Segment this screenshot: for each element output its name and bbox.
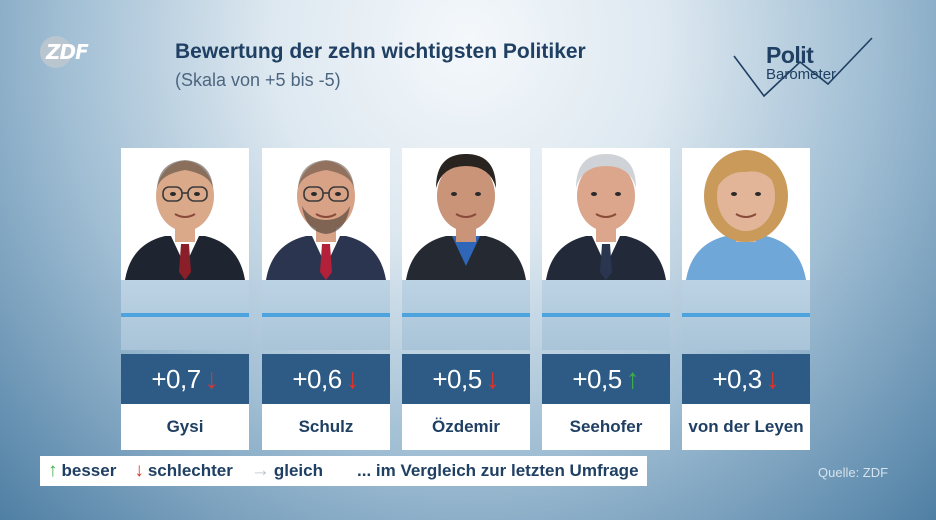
score-box: +0,6 ↓: [262, 354, 390, 404]
bar-line: [121, 313, 249, 317]
politician-name: Seehofer: [542, 404, 670, 450]
politician-name: Schulz: [262, 404, 390, 450]
bar-line: [542, 313, 670, 317]
bar-line: [262, 313, 390, 317]
down-arrow-icon: ↓: [485, 363, 500, 394]
bar-track: [542, 280, 670, 350]
zdf-logo-text: ZDF: [46, 40, 89, 64]
right-arrow-icon: →: [250, 460, 270, 481]
legend-worse-label: schlechter: [147, 461, 233, 480]
politician-card: +0,6 ↓ Schulz: [262, 148, 390, 450]
politbarometer-line1: Polit: [766, 42, 814, 68]
source-label: Quelle: ZDF: [818, 465, 889, 480]
politician-card: +0,3 ↓ von der Leyen: [682, 148, 810, 450]
chart-title: Bewertung der zehn wichtigsten Politiker: [175, 40, 586, 63]
politbarometer-line2: Barometer: [766, 66, 837, 83]
up-arrow-icon: ↑: [625, 363, 640, 394]
down-arrow-icon: ↓: [765, 363, 780, 394]
bar-line: [402, 313, 530, 317]
bar-line: [682, 313, 810, 317]
politician-name: Gysi: [121, 404, 249, 450]
bar-track: [121, 280, 249, 350]
bar-track: [262, 280, 390, 350]
politician-name: von der Leyen: [682, 404, 810, 450]
legend: ↑ besser ↓ schlechter → gleich ... im Ve…: [40, 456, 647, 486]
legend-same-label: gleich: [273, 461, 323, 480]
zdf-logo-ring: [40, 36, 72, 68]
bar-track: [402, 280, 530, 350]
politician-name: Özdemir: [402, 404, 530, 450]
legend-item-better: ↑ besser: [48, 460, 116, 482]
score-value: +0,5: [572, 363, 622, 394]
down-arrow-icon: ↓: [345, 363, 360, 394]
bar-track: [682, 280, 810, 350]
legend-note: ... im Vergleich zur letzten Umfrage: [357, 461, 639, 480]
politician-photo: [402, 148, 530, 280]
politbarometer-check-icon: [733, 37, 873, 98]
chart-subtitle: (Skala von +5 bis -5): [175, 70, 341, 90]
score-box: +0,3 ↓: [682, 354, 810, 404]
score-value: +0,3: [712, 363, 762, 394]
down-arrow-icon: ↓: [134, 460, 144, 481]
zdf-logo: ZDF: [40, 36, 102, 68]
legend-item-worse: ↓ schlechter: [134, 460, 233, 482]
score-value: +0,5: [432, 363, 482, 394]
politician-card: +0,5 ↑ Seehofer: [542, 148, 670, 450]
politician-photo: [121, 148, 249, 280]
score-box: +0,5 ↓: [402, 354, 530, 404]
up-arrow-icon: ↑: [48, 460, 58, 481]
score-value: +0,7: [151, 363, 201, 394]
politician-card: +0,7 ↓ Gysi: [121, 148, 249, 450]
politician-photo: [682, 148, 810, 280]
legend-better-label: besser: [61, 461, 117, 480]
score-box: +0,7 ↓: [121, 354, 249, 404]
score-box: +0,5 ↑: [542, 354, 670, 404]
politbarometer-logo: Polit Barometer: [730, 36, 880, 100]
legend-item-same: → gleich: [251, 460, 323, 482]
politician-card: +0,5 ↓ Özdemir: [402, 148, 530, 450]
down-arrow-icon: ↓: [204, 363, 219, 394]
politician-photo: [542, 148, 670, 280]
score-value: +0,6: [292, 363, 342, 394]
politician-photo: [262, 148, 390, 280]
